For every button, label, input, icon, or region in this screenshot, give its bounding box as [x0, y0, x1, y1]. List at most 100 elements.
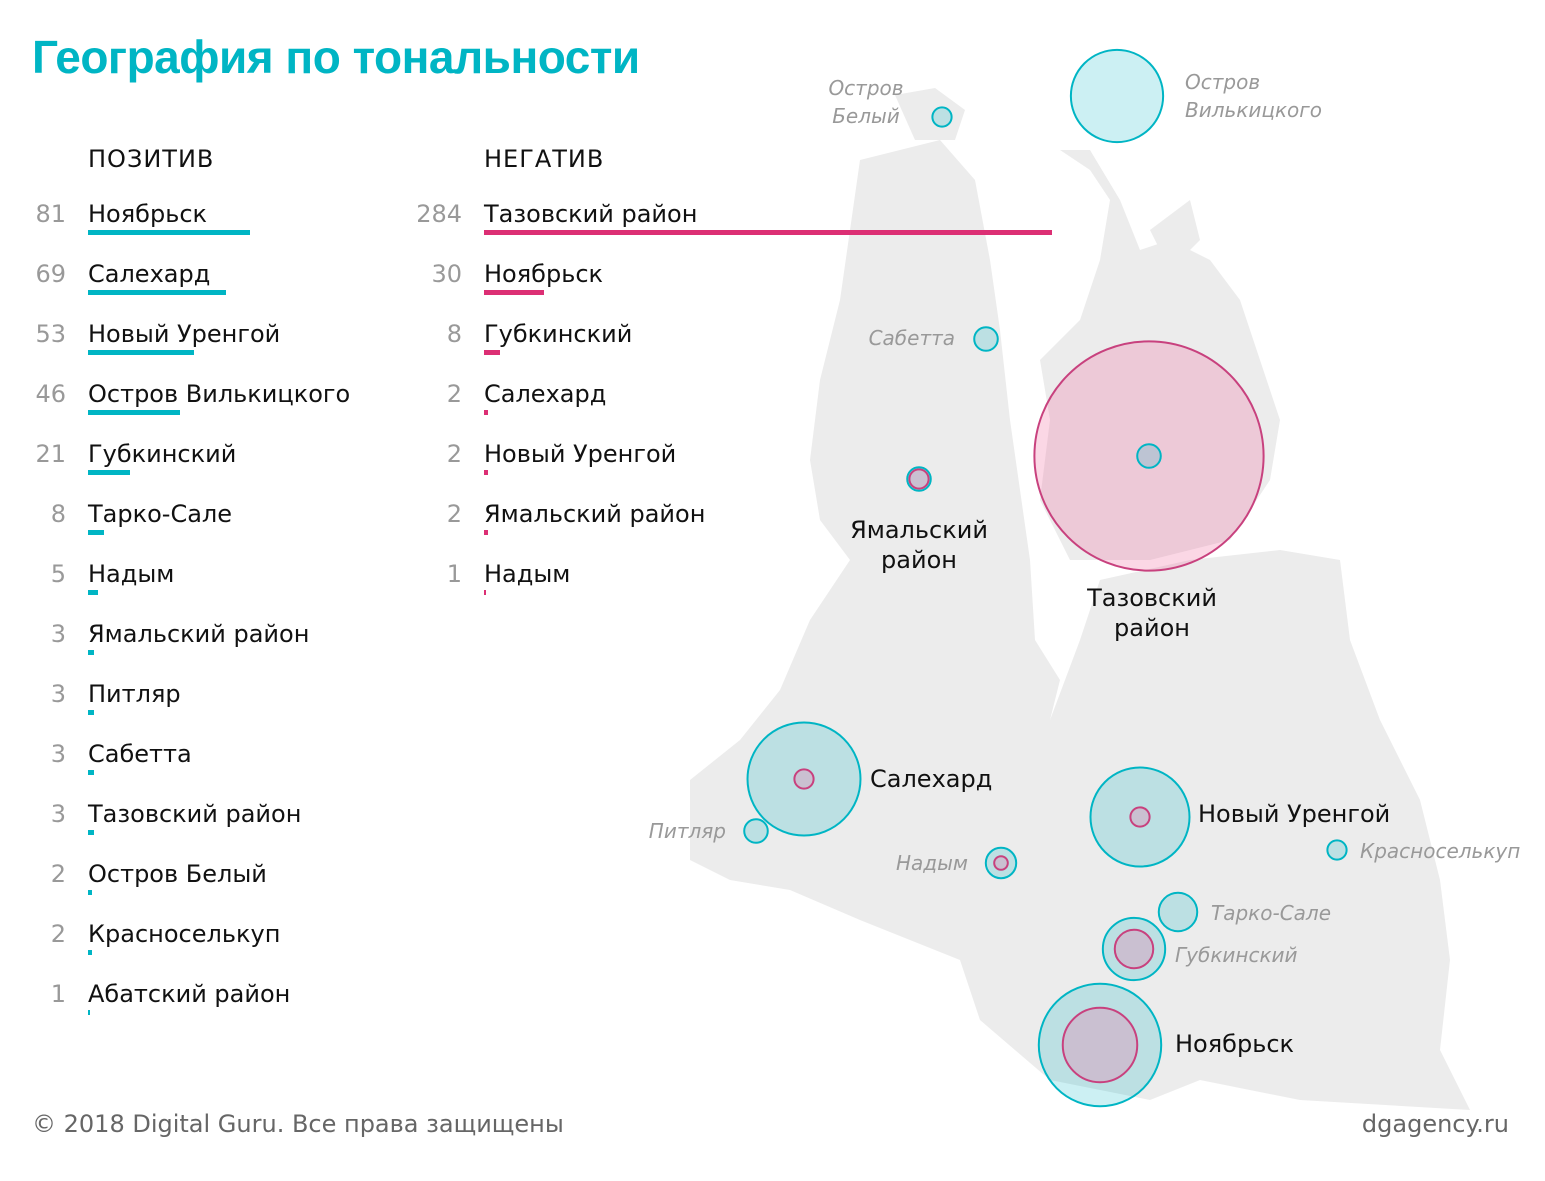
negative-label: Новый Уренгой — [484, 440, 677, 468]
positive-label: Тарко-Сале — [88, 500, 233, 528]
positive-bar — [88, 590, 98, 595]
positive-bar — [88, 950, 92, 955]
negative-bubble-noyabr — [1061, 1006, 1139, 1084]
map-label-nadym: Надым — [896, 851, 968, 875]
positive-bar — [88, 710, 94, 715]
map-label-line: Красноселькуп — [1360, 839, 1520, 863]
positive-bar — [88, 530, 104, 535]
negative-value: 8 — [446, 320, 462, 348]
positive-bubble-nadym — [984, 846, 1018, 880]
map-label-line: Губкинский — [1175, 943, 1298, 967]
positive-label: Остров Белый — [88, 860, 267, 888]
map-label-gubk: Губкинский — [1175, 943, 1298, 967]
positive-label: Ямальский район — [88, 620, 310, 648]
negative-label: Салехард — [484, 380, 607, 408]
map-label-salekhard: Салехард — [870, 765, 992, 793]
map-label-krasn: Красноселькуп — [1360, 839, 1520, 863]
negative-bubble-salekhard — [793, 768, 815, 790]
positive-bubble-pitlyar — [743, 818, 769, 844]
positive-label: Абатский район — [88, 980, 291, 1008]
negative-value: 2 — [446, 380, 462, 408]
positive-label: Остров Вилькицкого — [88, 380, 351, 408]
positive-header: ПОЗИТИВ — [88, 145, 215, 173]
negative-label: Ямальский район — [484, 500, 706, 528]
map-label-line: Ноябрьск — [1175, 1030, 1294, 1058]
positive-bar — [88, 350, 194, 355]
positive-bar — [88, 290, 226, 295]
positive-value: 46 — [35, 380, 66, 408]
positive-bubble-belyi — [931, 106, 953, 128]
negative-bubble-nadym — [993, 855, 1009, 871]
negative-bar — [484, 530, 488, 535]
negative-bar — [484, 470, 488, 475]
map-label-line: Остров — [828, 76, 903, 100]
negative-bubble-taz — [1033, 340, 1265, 572]
positive-label: Сабетта — [88, 740, 192, 768]
map-label-line: Салехард — [870, 765, 992, 793]
positive-label: Губкинский — [88, 440, 237, 468]
negative-value: 30 — [431, 260, 462, 288]
positive-value: 8 — [50, 500, 66, 528]
positive-bar — [88, 650, 94, 655]
map-label-line: Белый — [832, 104, 900, 128]
negative-bar — [484, 350, 500, 355]
map-label-noyabr: Ноябрьск — [1175, 1030, 1294, 1058]
positive-value: 3 — [50, 740, 66, 768]
positive-bar — [88, 890, 92, 895]
positive-label: Ноябрьск — [88, 200, 208, 228]
negative-value: 284 — [416, 200, 462, 228]
positive-bubble-sabetta — [973, 326, 999, 352]
negative-bubble-gubk — [1113, 928, 1155, 970]
positive-bubble-noyabr — [1037, 982, 1163, 1108]
positive-value: 3 — [50, 680, 66, 708]
negative-value: 2 — [446, 440, 462, 468]
positive-bubble-urengoy — [1089, 766, 1191, 868]
map-label-tarko: Тарко-Сале — [1211, 901, 1331, 925]
map-land — [690, 88, 1470, 1110]
positive-value: 2 — [50, 860, 66, 888]
positive-bar — [88, 410, 180, 415]
negative-bar — [484, 230, 1052, 235]
map-label-line: Новый Уренгой — [1198, 800, 1390, 828]
positive-bubble-vilk — [1069, 48, 1165, 144]
negative-bubble-urengoy — [1129, 806, 1151, 828]
negative-value: 1 — [446, 560, 462, 588]
negative-bubble-yamal — [908, 468, 930, 490]
map-label-line: Вилькицкого — [1185, 98, 1322, 122]
negative-bar — [484, 410, 488, 415]
positive-bar — [88, 830, 94, 835]
map-label-yamal: Ямальский район — [850, 516, 988, 574]
map-label-belyi: Остров Белый — [828, 76, 903, 128]
positive-bar — [88, 230, 250, 235]
site-link[interactable]: dgagency.ru — [1361, 1110, 1509, 1138]
positive-value: 2 — [50, 920, 66, 948]
map-label-line: район — [881, 546, 957, 574]
positive-label: Тазовский район — [88, 800, 302, 828]
positive-value: 53 — [35, 320, 66, 348]
map-label-taz: Тазовский район — [1086, 584, 1217, 642]
positive-value: 1 — [50, 980, 66, 1008]
positive-value: 69 — [35, 260, 66, 288]
page-title: География по тональности — [32, 31, 640, 83]
positive-bubble-yamal — [906, 466, 932, 492]
positive-label: Салехард — [88, 260, 211, 288]
map-label-vilk: Остров Вилькицкого — [1185, 70, 1322, 122]
negative-label: Тазовский район — [484, 200, 698, 228]
map-label-sabetta: Сабетта — [869, 326, 955, 350]
positive-bubble-tarko — [1157, 891, 1199, 933]
positive-bubble-salekhard — [746, 721, 862, 837]
positive-value: 81 — [35, 200, 66, 228]
map-label-line: Остров — [1185, 70, 1260, 94]
negative-label: Надым — [484, 560, 571, 588]
positive-value: 21 — [35, 440, 66, 468]
negative-label: Губкинский — [484, 320, 633, 348]
positive-bubble-krasn — [1326, 839, 1348, 861]
positive-bubble-taz — [1136, 443, 1162, 469]
positive-bar — [88, 470, 130, 475]
positive-bubble-gubk — [1101, 916, 1167, 982]
map-label-urengoy: Новый Уренгой — [1198, 800, 1390, 828]
positive-value: 3 — [50, 800, 66, 828]
positive-label: Надым — [88, 560, 175, 588]
map-label-line: Ямальский — [850, 516, 988, 544]
